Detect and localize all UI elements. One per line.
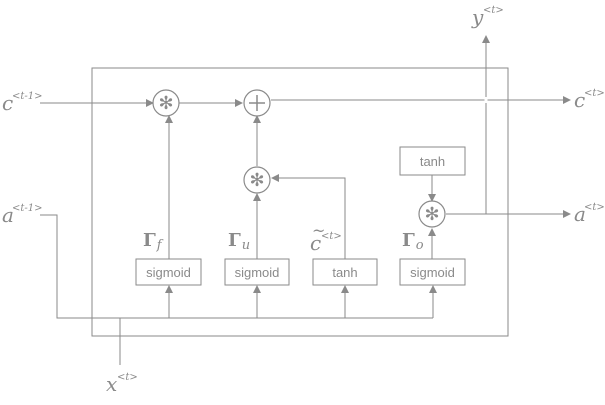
sigmoid-forget-box: sigmoid — [135, 258, 202, 286]
sigmoid-output-label: sigmoid — [410, 265, 455, 280]
a-t-letter: a — [574, 202, 586, 226]
x-t-sup: <t> — [117, 372, 138, 383]
x-t-letter: x — [106, 372, 117, 396]
tanh-candidate-label: tanh — [332, 265, 357, 280]
a-prev-label: a <t-1> — [2, 203, 43, 227]
gamma-forget-label: Γf — [143, 230, 164, 253]
output-multiply-icon: ✻ — [424, 204, 439, 224]
update-multiply-node: ✻ — [243, 166, 271, 194]
gamma-update-sub: u — [242, 238, 250, 253]
c-t-letter: c — [574, 88, 585, 112]
update-multiply-icon: ✻ — [249, 170, 264, 190]
y-t-label: y <t> — [471, 5, 504, 29]
forget-multiply-node: ✻ — [152, 89, 180, 117]
add-node — [243, 89, 271, 117]
gamma-update-symbol: Γ — [228, 230, 241, 251]
output-multiply-node: ✻ — [418, 200, 446, 228]
sigmoid-forget-label: sigmoid — [146, 265, 191, 280]
gamma-output-label: Γo — [402, 230, 424, 253]
c-t-sup: <t> — [584, 88, 605, 99]
c-tilde-sup: <t> — [321, 231, 342, 242]
cell-boundary — [91, 67, 509, 337]
c-prev-letter: c — [2, 91, 13, 115]
a-prev-line — [40, 214, 433, 319]
c-prev-sup: <t-1> — [12, 91, 43, 102]
sigmoid-update-box: sigmoid — [224, 258, 290, 286]
gamma-output-sub: o — [416, 238, 424, 253]
x-t-label: x <t> — [106, 372, 138, 396]
tanh-candidate-to-mult — [271, 174, 346, 259]
gamma-forget-sub: f — [156, 238, 164, 253]
c-tilde-letter: c — [310, 231, 321, 255]
a-prev-sup: <t-1> — [12, 203, 43, 214]
sigmoid-update-label: sigmoid — [235, 265, 280, 280]
a-t-sup: <t> — [584, 202, 605, 213]
c-prev-label: c <t-1> — [2, 91, 43, 115]
a-prev-letter: a — [2, 203, 14, 227]
c-tilde-label: ~ c <t> — [310, 221, 342, 255]
gamma-output-symbol: Γ — [402, 230, 415, 251]
tanh-output-box: tanh — [399, 146, 466, 176]
forget-multiply-icon: ✻ — [158, 93, 173, 113]
y-t-sup: <t> — [483, 5, 504, 16]
c-tilde-mark: ~ — [312, 221, 325, 240]
a-t-label: a <t> — [574, 202, 605, 226]
tanh-candidate-box: tanh — [312, 258, 378, 286]
gamma-forget-symbol: Γ — [143, 230, 156, 251]
sigmoid-output-box: sigmoid — [399, 258, 466, 286]
gamma-update-label: Γu — [228, 230, 250, 253]
y-t-letter: y — [471, 5, 484, 29]
c-t-label: c <t> — [574, 88, 605, 112]
tanh-output-label: tanh — [420, 154, 445, 169]
